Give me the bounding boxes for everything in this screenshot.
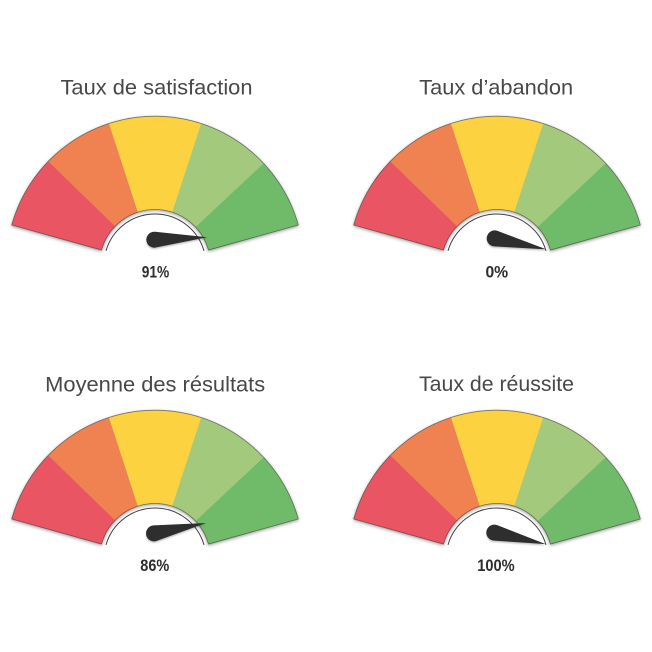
svg-text:86%: 86%: [140, 557, 169, 575]
svg-text:100%: 100%: [477, 557, 515, 575]
svg-text:Taux de satisfaction: Taux de satisfaction: [61, 76, 253, 100]
svg-text:91%: 91%: [142, 263, 170, 281]
svg-text:Taux d’abandon: Taux d’abandon: [419, 76, 573, 100]
svg-text:Taux de réussite: Taux de réussite: [419, 372, 574, 396]
svg-text:0%: 0%: [485, 263, 508, 281]
svg-text:Moyenne des résultats: Moyenne des résultats: [45, 373, 265, 397]
